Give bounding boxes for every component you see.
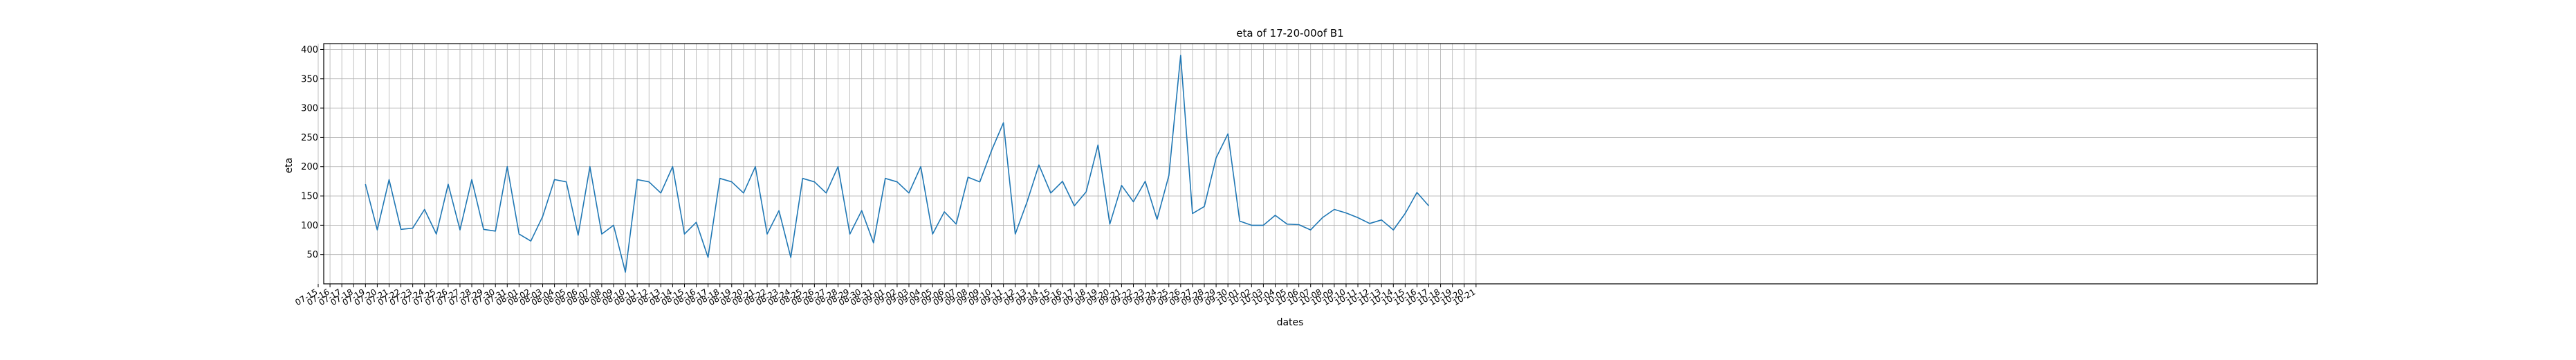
plot-area-frame — [323, 43, 2318, 285]
y-axis-label: eta — [284, 158, 295, 174]
chart-title: eta of 17-20-00of B1 — [1236, 27, 1343, 39]
y-tick-label: 50 — [306, 250, 318, 260]
y-axis-ticks: 50 100 150 200 250 300 350 400 — [301, 45, 324, 260]
x-axis-label: dates — [1277, 317, 1304, 328]
grid-lines — [318, 44, 2317, 284]
y-tick-label: 100 — [301, 221, 318, 231]
y-tick-label: 250 — [301, 133, 318, 143]
y-tick-label: 400 — [301, 45, 318, 55]
y-tick-label: 300 — [301, 104, 318, 114]
x-axis-ticks: 07-1507-1607-1707-1807-1907-2007-2107-22… — [293, 284, 1477, 307]
series-layer — [365, 55, 1430, 273]
series-line — [365, 55, 1430, 273]
y-tick-label: 200 — [301, 162, 318, 172]
y-tick-label: 150 — [301, 192, 318, 202]
y-tick-label: 350 — [301, 74, 318, 84]
